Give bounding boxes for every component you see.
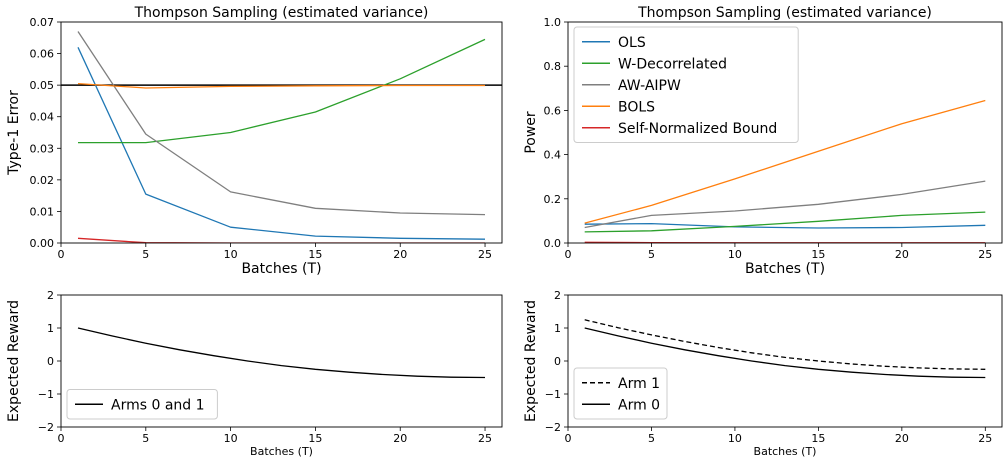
- y-tick-label: 0.2: [544, 193, 562, 206]
- legend-label: OLS: [618, 35, 646, 51]
- x-tick-label: 0: [58, 248, 65, 261]
- chart-panel-3: 0 5 10 15 20 25 −2 −1 0 1 2 Batches (T) Expected Rew…: [6, 289, 503, 458]
- chart-title: Thompson Sampling (estimated variance): [134, 5, 429, 21]
- series-line-3: [77, 31, 486, 216]
- series-line-1: [77, 47, 486, 240]
- x-tick-label: 15: [308, 432, 322, 445]
- x-tick-label: 10: [728, 248, 742, 261]
- x-tick-label: 0: [565, 432, 572, 445]
- x-tick-label: 5: [142, 432, 149, 445]
- chart-title: Thompson Sampling (estimated variance): [637, 5, 932, 21]
- legend-label: Self-Normalized Bound: [618, 121, 777, 137]
- y-axis-label: Type-1 Error: [6, 90, 22, 176]
- legend: Arms 0 and 1: [66, 389, 218, 420]
- legend-label: Arms 0 and 1: [111, 397, 205, 413]
- plot-area: [584, 319, 986, 379]
- y-tick-label: 0.6: [544, 104, 562, 117]
- axes-frame: [567, 21, 1003, 244]
- y-tick-label: 0.03: [30, 142, 55, 155]
- y-tick-label: 1: [554, 322, 561, 335]
- x-tick-label: 15: [811, 248, 825, 261]
- series-line-5: [77, 237, 485, 243]
- x-axis-label: Batches (T): [754, 445, 817, 458]
- chart-panel-4: 0 5 10 15 20 25 −2 −1 0 1 2 Batches (T) Expected Rew…: [523, 289, 1003, 458]
- x-tick-label: 15: [308, 248, 322, 261]
- legend-box: [573, 26, 799, 143]
- y-tick-label: 0.02: [30, 174, 55, 187]
- y-tick-label: 0.0: [544, 237, 562, 250]
- x-axis-label: Batches (T): [241, 261, 321, 277]
- y-tick-label: 2: [554, 289, 561, 302]
- y-tick-label: −1: [545, 388, 561, 401]
- x-tick-label: 20: [895, 432, 909, 445]
- y-tick-label: 0.4: [544, 149, 562, 162]
- y-tick-label: 0.01: [30, 205, 55, 218]
- x-tick-label: 0: [58, 432, 65, 445]
- y-tick-label: 0.06: [30, 48, 55, 61]
- x-tick-label: 10: [728, 432, 742, 445]
- series-line-w-decorrelated: [584, 211, 986, 233]
- legend-label: W-Decorrelated: [618, 56, 727, 72]
- legend-label: AW-AIPW: [618, 78, 681, 94]
- legend: Arm 1 Arm 0: [573, 367, 668, 420]
- y-tick-label: 0.8: [544, 60, 562, 73]
- x-tick-label: 5: [648, 432, 655, 445]
- x-tick-label: 5: [142, 248, 149, 261]
- x-tick-label: 5: [648, 248, 655, 261]
- series-line-4: [77, 82, 485, 89]
- legend-box: [573, 367, 668, 420]
- series-line-arm-1: [584, 319, 986, 370]
- chart-panel-2: Thompson Sampling (estimated variance) 0 5…: [523, 5, 1003, 277]
- chart-panel-1: Thompson Sampling (estimated variance) 0 5…: [6, 5, 503, 277]
- x-axis-label: Batches (T): [250, 445, 313, 458]
- y-tick-label: 1: [47, 322, 54, 335]
- y-axis-label: Expected Reward: [523, 300, 539, 422]
- x-tick-label: 0: [565, 248, 572, 261]
- series-line-2: [78, 38, 486, 144]
- legend-label: BOLS: [618, 99, 655, 115]
- series-line-aw-aipw: [584, 180, 986, 229]
- y-tick-label: 0: [554, 355, 561, 368]
- y-axis-label: Expected Reward: [6, 300, 22, 422]
- x-tick-label: 10: [224, 432, 238, 445]
- y-tick-label: 2: [47, 289, 54, 302]
- y-tick-label: −1: [38, 388, 54, 401]
- x-tick-label: 25: [978, 248, 992, 261]
- y-tick-label: 1.0: [544, 16, 562, 29]
- y-axis-label: Power: [523, 111, 539, 154]
- plot-area: [77, 327, 486, 379]
- axes-frame: [60, 21, 503, 244]
- x-tick-label: 25: [478, 248, 492, 261]
- axes-frame: [60, 294, 503, 428]
- x-tick-label: 20: [895, 248, 909, 261]
- legend-box: [66, 389, 218, 420]
- legend: OLS W-Decorrelated AW-AIPW BOLS Self-Normali…: [573, 26, 799, 143]
- legend-label: Arm 1: [618, 376, 660, 392]
- x-tick-label: 20: [393, 432, 407, 445]
- series-line-arms-0-and-1: [77, 327, 486, 379]
- legend-label: Arm 0: [618, 397, 660, 413]
- series-line-bols: [584, 99, 986, 224]
- x-tick-label: 25: [978, 432, 992, 445]
- x-tick-label: 10: [224, 248, 238, 261]
- series-line-ols: [584, 222, 986, 229]
- y-tick-label: −2: [545, 421, 561, 434]
- y-tick-label: −2: [38, 421, 54, 434]
- axes-frame: [567, 294, 1003, 428]
- plot-area: [61, 31, 502, 243]
- y-tick-label: 0.07: [30, 16, 55, 29]
- x-tick-label: 25: [478, 432, 492, 445]
- series-line-arm-0: [584, 327, 986, 379]
- x-axis-label: Batches (T): [745, 261, 825, 277]
- x-tick-label: 20: [393, 248, 407, 261]
- x-tick-label: 15: [811, 432, 825, 445]
- y-tick-label: 0: [47, 355, 54, 368]
- y-tick-label: 0.04: [30, 111, 55, 124]
- y-tick-label: 0.05: [30, 79, 55, 92]
- y-tick-label: 0.00: [30, 237, 55, 250]
